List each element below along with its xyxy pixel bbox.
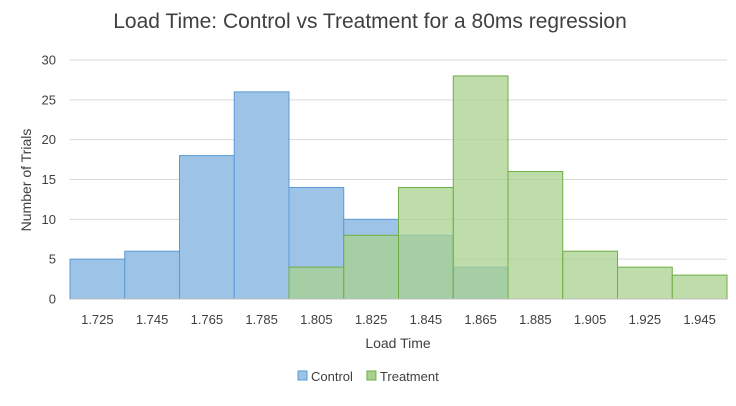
legend-swatch-treatment (366, 370, 377, 381)
bar-treatment-1.805 (288, 266, 345, 300)
x-axis-label: Load Time (365, 335, 431, 351)
bar-treatment-1.885 (507, 171, 564, 300)
bar-treatment-1.845 (398, 186, 454, 300)
bar-control-1.765 (179, 155, 235, 300)
x-tick-label: 1.805 (300, 312, 333, 327)
y-tick-label: 25 (42, 92, 56, 107)
x-tick-label: 1.865 (464, 312, 497, 327)
x-axis-ticks: 1.725 1.745 1.765 1.785 1.805 1.825 1.845 1.865… (81, 312, 716, 327)
bar-treatment-1.905 (562, 250, 618, 300)
x-tick-label: 1.925 (629, 312, 662, 327)
x-tick-label: 1.885 (519, 312, 552, 327)
x-tick-label: 1.725 (81, 312, 114, 327)
x-tick-label: 1.825 (355, 312, 388, 327)
y-tick-label: 30 (42, 53, 56, 68)
x-tick-label: 1.905 (574, 312, 607, 327)
y-axis-label: Number of Trials (18, 129, 34, 232)
bar-treatment-1.925 (617, 266, 673, 300)
y-tick-label: 20 (42, 132, 56, 147)
legend-swatch-control (297, 370, 308, 381)
legend-label-treatment: Treatment (380, 369, 439, 384)
bar-treatment-1.865 (452, 75, 509, 300)
x-tick-label: 1.945 (683, 312, 716, 327)
bar-treatment-1.825 (343, 234, 399, 300)
bar-control-1.725 (69, 258, 126, 300)
bars (69, 75, 728, 300)
x-tick-label: 1.845 (410, 312, 443, 327)
y-tick-label: 15 (42, 172, 56, 187)
y-tick-label: 5 (49, 252, 56, 267)
x-tick-label: 1.765 (191, 312, 224, 327)
bar-treatment-1.945 (671, 274, 728, 300)
y-tick-label: 10 (42, 212, 56, 227)
bar-control-1.745 (124, 250, 180, 300)
legend: Control Treatment (297, 369, 439, 384)
legend-label-control: Control (311, 369, 353, 384)
x-tick-label: 1.785 (245, 312, 278, 327)
y-tick-label: 0 (49, 292, 56, 307)
bar-control-1.785 (233, 91, 290, 300)
x-tick-label: 1.745 (136, 312, 169, 327)
chart-title: Load Time: Control vs Treatment for a 80… (113, 10, 627, 33)
y-axis-ticks: 0 5 10 15 20 25 30 (42, 53, 56, 307)
